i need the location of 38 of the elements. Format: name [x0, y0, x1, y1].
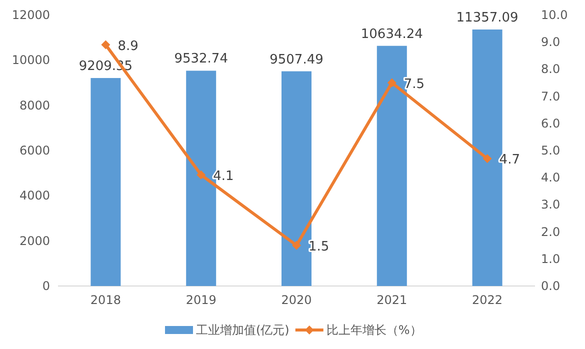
y-tick-label: 12000	[12, 8, 50, 22]
y-tick-label: 2000	[19, 234, 50, 248]
point	[196, 170, 206, 180]
bar	[376, 46, 407, 286]
point	[292, 240, 301, 250]
y-tick-label: 8000	[19, 98, 50, 112]
x-tick-label: 2019	[186, 293, 216, 307]
x-tick-label: 2022	[472, 293, 503, 307]
y2-tick-label: 8.0	[541, 62, 560, 76]
y2-tick-label: 2.0	[541, 224, 560, 239]
y2-tick-label: 9.0	[541, 35, 560, 50]
point	[101, 40, 110, 50]
data-label: 10634.24	[360, 26, 423, 42]
legend-label: 工业增加值(亿元)	[196, 323, 290, 337]
x-tick-label: 2021	[376, 293, 408, 307]
point	[387, 78, 396, 88]
data-label: 11357.09	[456, 10, 518, 26]
y-tick-label: 10000	[12, 53, 50, 68]
data-label: 8.9	[118, 38, 138, 54]
y2-tick-label: 1.0	[541, 252, 560, 266]
data-label: 9507.49	[270, 52, 324, 68]
y-tick-label: 0	[42, 279, 50, 293]
bar	[282, 71, 312, 286]
y-tick-label: 6000	[19, 144, 50, 158]
x-tick-label: 2020	[281, 293, 312, 307]
point	[482, 154, 492, 164]
y2-tick-label: 4.0	[541, 170, 560, 185]
y2-tick-label: 10.0	[541, 8, 568, 22]
y2-tick-label: 3.0	[541, 198, 560, 212]
legend-label: 比上年增长（%）	[326, 323, 422, 337]
y2-tick-label: 7.0	[541, 89, 560, 104]
y2-tick-label: 6.0	[541, 116, 560, 130]
x-tick-label: 2018	[90, 293, 121, 307]
bar	[90, 78, 121, 286]
data-label: 9532.74	[174, 52, 228, 67]
y-tick-label: 4000	[19, 188, 50, 203]
y2-tick-label: 0.0	[541, 279, 560, 293]
y2-tick-label: 5.0	[541, 144, 560, 158]
